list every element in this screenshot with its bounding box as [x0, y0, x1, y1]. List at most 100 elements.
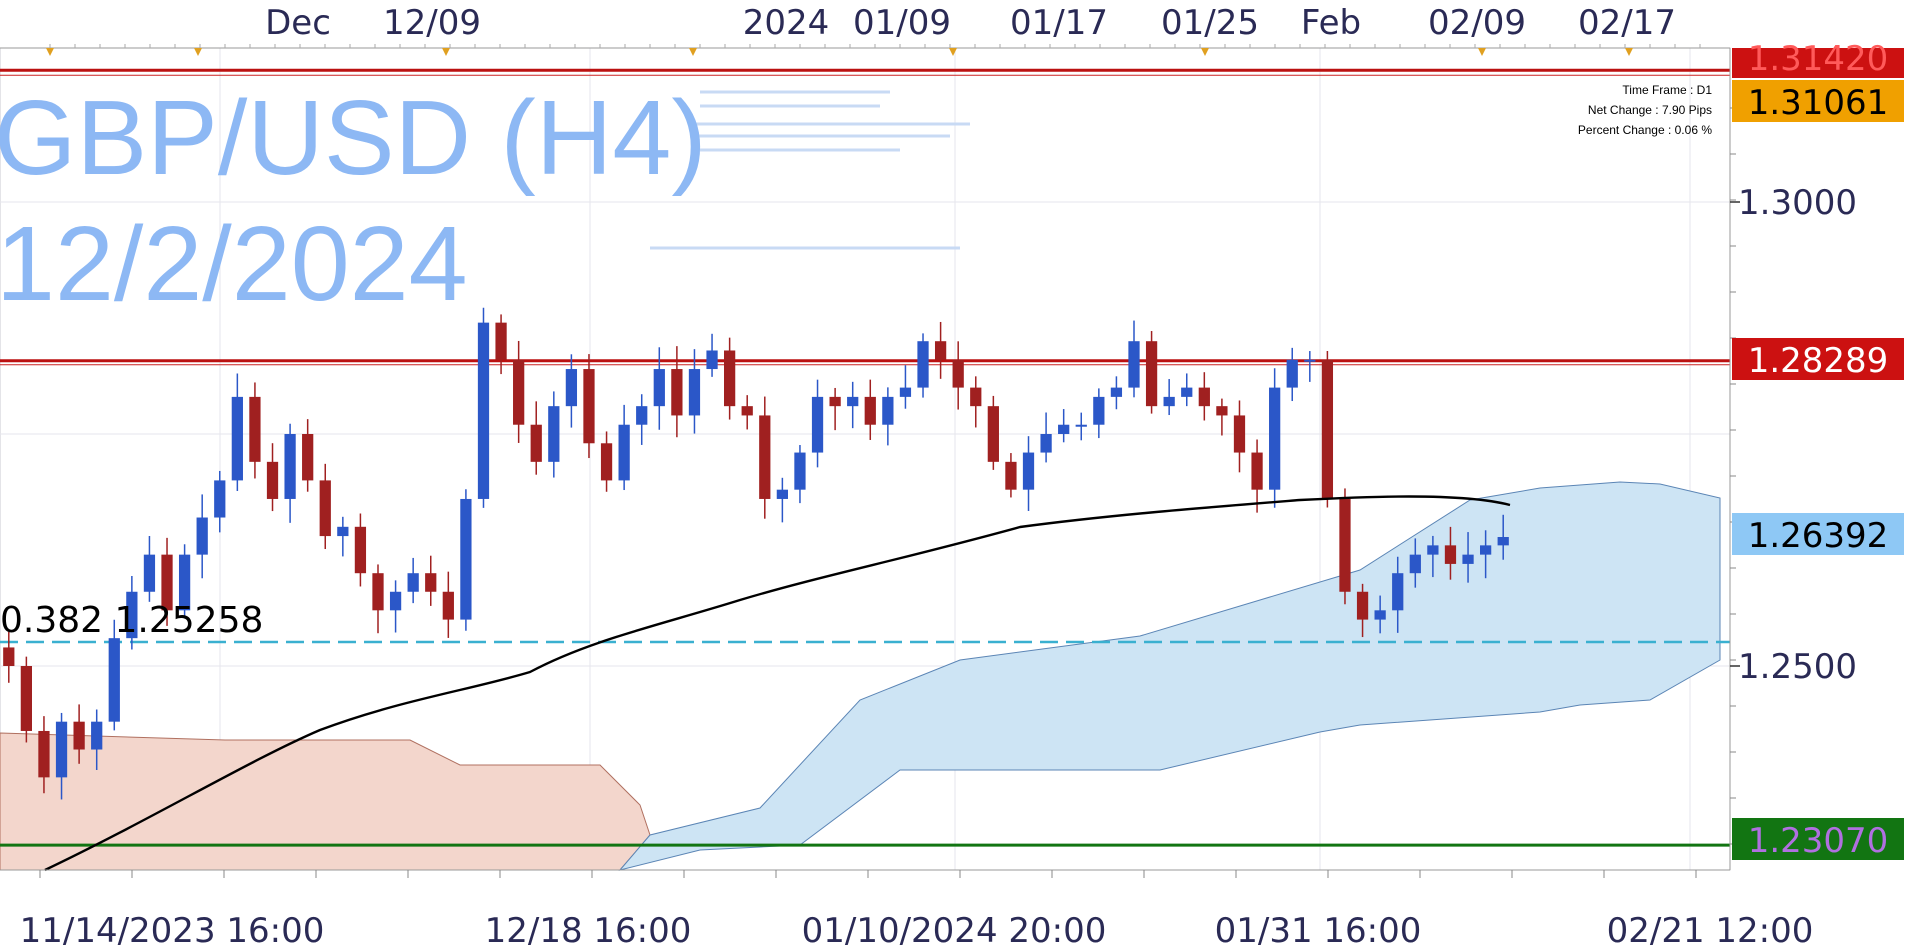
candle-body	[899, 387, 912, 397]
top-axis-label: 01/25	[1161, 3, 1259, 43]
candle-body	[407, 573, 419, 592]
candle-body	[442, 591, 454, 620]
top-axis-label: 02/17	[1578, 3, 1676, 43]
candle-body	[1339, 498, 1351, 592]
candle-body	[1409, 554, 1421, 574]
price-badge	[1732, 338, 1904, 380]
price-badge	[1732, 818, 1904, 860]
candle-body	[1480, 545, 1492, 555]
candle-body	[1286, 359, 1298, 388]
candle-body	[1005, 461, 1017, 490]
candlesticks	[3, 307, 1509, 800]
price-axis-label: 1.2500	[1738, 647, 1857, 687]
candle-body	[38, 730, 50, 778]
price-badge-label: 1.28289	[1748, 341, 1889, 381]
candle-body	[354, 526, 367, 574]
candle-body	[811, 396, 824, 453]
candle-body	[1427, 545, 1439, 555]
price-badge	[1732, 48, 1904, 78]
price-badge	[1732, 80, 1904, 122]
candle-body	[1110, 387, 1123, 397]
candle-body	[143, 554, 156, 592]
candle-body	[1497, 537, 1509, 546]
candle-body	[565, 369, 578, 407]
candle-body	[337, 526, 349, 537]
top-axis-marker	[194, 48, 202, 56]
candle-body	[530, 424, 542, 462]
candle-body	[1233, 415, 1246, 453]
candle-body	[460, 498, 472, 620]
candle-body	[864, 396, 876, 425]
candle-body	[73, 721, 85, 750]
ichimoku-cloud	[0, 481, 1721, 871]
horizontal-levels	[0, 68, 1730, 847]
candle-body	[495, 322, 507, 360]
watermark-text	[650, 90, 970, 250]
price-axis-label: 1.3000	[1738, 183, 1857, 223]
candle-body	[55, 721, 68, 778]
top-axis-label: 01/09	[853, 3, 951, 43]
candle-body	[231, 396, 243, 481]
bottom-axis-label: 01/31 16:00	[1215, 911, 1422, 948]
candle-body	[178, 554, 191, 611]
candle-body	[934, 341, 947, 360]
top-time-axis: Dec 12/09 2024 01/09 01/17 01/25 Feb 02/09 02/17	[0, 3, 1730, 56]
top-axis-marker	[949, 48, 957, 56]
top-axis-marker	[1478, 48, 1486, 56]
candle-body	[653, 369, 665, 407]
info-net-change: Net Change : 7.90 Pips	[1588, 103, 1712, 117]
candle-body	[161, 554, 173, 611]
moving-average	[44, 495, 1511, 872]
candle-body	[477, 322, 490, 499]
candle-body	[266, 461, 279, 499]
top-axis-label: Feb	[1301, 3, 1361, 43]
candle-body	[952, 359, 964, 388]
candle-body	[1392, 573, 1404, 611]
candle-body	[108, 638, 120, 722]
candle-body	[794, 452, 806, 490]
candle-body	[1022, 452, 1035, 490]
candle-body	[600, 443, 613, 481]
candle-body	[759, 415, 771, 499]
candle-body	[1444, 545, 1457, 564]
price-badge-label: 1.26392	[1748, 516, 1889, 556]
candle-body	[741, 406, 753, 416]
candle-body	[671, 369, 683, 416]
price-badge-label: 1.31061	[1748, 83, 1889, 123]
candle-body	[688, 369, 701, 416]
top-axis-label: 01/17	[1010, 3, 1108, 43]
candle-body	[425, 573, 437, 592]
candle-body	[1462, 554, 1474, 564]
candle-body	[1304, 359, 1316, 362]
candle-body	[1163, 396, 1175, 407]
candle-body	[1075, 424, 1087, 427]
fibonacci-label: 0.382 1.25258	[0, 600, 263, 641]
candle-body	[249, 396, 261, 462]
candle-body	[1216, 406, 1228, 416]
cloud-bullish	[618, 481, 1721, 871]
top-axis-marker	[442, 48, 450, 56]
candle-body	[1128, 341, 1140, 388]
top-axis-label: Dec	[265, 3, 331, 43]
top-axis-label: 02/09	[1428, 3, 1526, 43]
candle-body	[319, 480, 331, 537]
candle-body	[1198, 387, 1210, 407]
candle-body	[372, 573, 384, 611]
info-time-frame: Time Frame : D1	[1622, 83, 1712, 97]
top-axis-label: 12/09	[383, 3, 481, 43]
candle-body	[776, 489, 788, 499]
candle-body	[389, 591, 402, 611]
candle-body	[3, 647, 15, 666]
candle-body	[970, 387, 982, 407]
candle-body	[1269, 387, 1281, 490]
info-percent-change: Percent Change : 0.06 %	[1578, 123, 1712, 137]
candle-body	[91, 721, 103, 750]
candle-body	[1145, 341, 1158, 407]
candle-body	[1093, 396, 1105, 425]
candle-body	[1251, 452, 1263, 490]
top-axis-marker	[1625, 48, 1633, 56]
chart-title-date: 12/2/2024	[0, 205, 468, 323]
top-axis-label: 2024	[743, 3, 830, 43]
